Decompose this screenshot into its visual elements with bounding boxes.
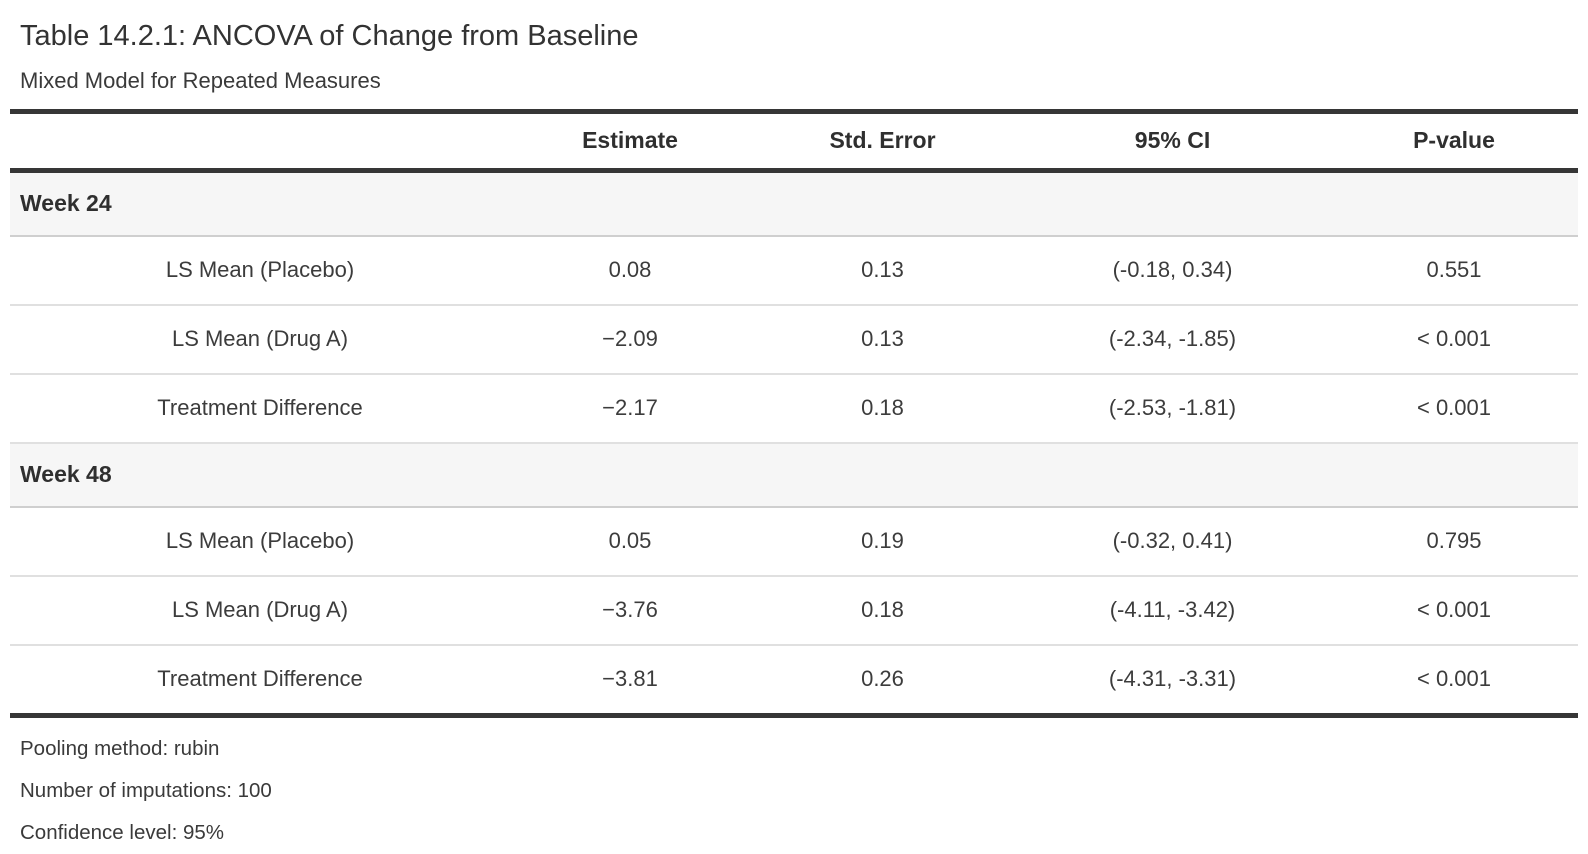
table-header: Estimate Std. Error 95% CI P-value (10, 109, 1578, 173)
table-row: LS Mean (Drug A) −2.09 0.13 (-2.34, -1.8… (10, 305, 1578, 375)
cell-ci: (-0.18, 0.34) (1015, 236, 1330, 306)
cell-p-value: < 0.001 (1330, 645, 1578, 718)
row-label: LS Mean (Placebo) (10, 507, 510, 577)
cell-p-value: < 0.001 (1330, 305, 1578, 375)
cell-p-value: < 0.001 (1330, 374, 1578, 444)
row-label: LS Mean (Drug A) (10, 576, 510, 646)
footnote-confidence-level: Confidence level: 95% (20, 821, 224, 844)
table-row: LS Mean (Placebo) 0.05 0.19 (-0.32, 0.41… (10, 507, 1578, 577)
footnote-imputations: Number of imputations: 100 (20, 779, 272, 802)
cell-std-error: 0.18 (750, 576, 1015, 646)
cell-ci: (-0.32, 0.41) (1015, 507, 1330, 577)
cell-std-error: 0.19 (750, 507, 1015, 577)
cell-estimate: −3.76 (510, 576, 750, 646)
table-heading: Table 14.2.1: ANCOVA of Change from Base… (10, 14, 1578, 109)
cell-estimate: 0.05 (510, 507, 750, 577)
group-row-week-48: Week 48 (10, 443, 1578, 508)
cell-ci: (-4.31, -3.31) (1015, 645, 1330, 718)
row-label: Treatment Difference (10, 645, 510, 718)
column-header-stub (10, 109, 510, 173)
cell-estimate: 0.08 (510, 236, 750, 306)
group-label: Week 24 (10, 170, 1578, 237)
row-label: Treatment Difference (10, 374, 510, 444)
row-label: LS Mean (Placebo) (10, 236, 510, 306)
page-title: Table 14.2.1: ANCOVA of Change from Base… (20, 20, 639, 52)
column-header-estimate: Estimate (510, 109, 750, 173)
cell-std-error: 0.26 (750, 645, 1015, 718)
cell-p-value: < 0.001 (1330, 576, 1578, 646)
page-subtitle: Mixed Model for Repeated Measures (20, 68, 381, 93)
table-row: Treatment Difference −2.17 0.18 (-2.53, … (10, 374, 1578, 444)
cell-ci: (-2.53, -1.81) (1015, 374, 1330, 444)
footnote-pooling-method: Pooling method: rubin (20, 737, 220, 760)
cell-p-value: 0.795 (1330, 507, 1578, 577)
row-label: LS Mean (Drug A) (10, 305, 510, 375)
cell-std-error: 0.18 (750, 374, 1015, 444)
cell-ci: (-2.34, -1.85) (1015, 305, 1330, 375)
table-footnotes: Pooling method: rubin Number of imputati… (10, 718, 1578, 854)
group-label: Week 48 (10, 443, 1578, 508)
table-row: LS Mean (Placebo) 0.08 0.13 (-0.18, 0.34… (10, 236, 1578, 306)
results-table: Estimate Std. Error 95% CI P-value Week … (10, 109, 1578, 718)
column-header-ci: 95% CI (1015, 109, 1330, 173)
cell-std-error: 0.13 (750, 305, 1015, 375)
column-header-p-value: P-value (1330, 109, 1578, 173)
column-header-std-error: Std. Error (750, 109, 1015, 173)
cell-std-error: 0.13 (750, 236, 1015, 306)
cell-p-value: 0.551 (1330, 236, 1578, 306)
cell-estimate: −2.17 (510, 374, 750, 444)
group-row-week-24: Week 24 (10, 170, 1578, 237)
cell-estimate: −2.09 (510, 305, 750, 375)
cell-estimate: −3.81 (510, 645, 750, 718)
table-row: LS Mean (Drug A) −3.76 0.18 (-4.11, -3.4… (10, 576, 1578, 646)
table-row: Treatment Difference −3.81 0.26 (-4.31, … (10, 645, 1578, 718)
cell-ci: (-4.11, -3.42) (1015, 576, 1330, 646)
